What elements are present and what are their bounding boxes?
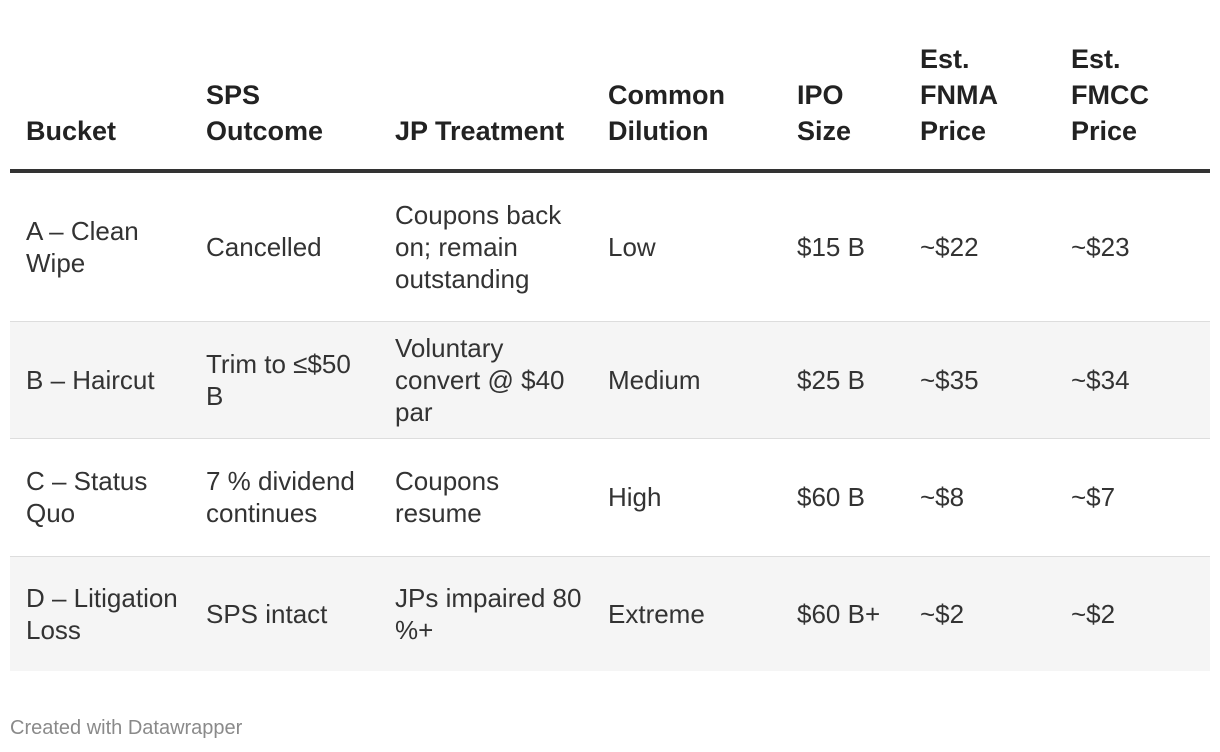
cell-common-dilution: Extreme — [592, 556, 781, 671]
cell-est-fmcc-price: ~$2 — [1055, 556, 1210, 671]
header-est-fnma-price[interactable]: Est. FNMA Price — [904, 0, 1055, 173]
table-header: Bucket SPS Outcome JP Treatment Common D… — [10, 0, 1210, 173]
table-body: A – Clean Wipe Cancelled Coupons back on… — [10, 171, 1210, 671]
cell-sps-outcome: Cancelled — [190, 171, 379, 322]
table-row: C – Status Quo 7 % dividend continues Co… — [10, 438, 1210, 557]
cell-common-dilution: Low — [592, 171, 781, 322]
cell-jp-treatment: Coupons back on; remain outstanding — [379, 171, 592, 322]
table-row: B – Haircut Trim to ≤$50 B Voluntary con… — [10, 321, 1210, 439]
header-row: Bucket SPS Outcome JP Treatment Common D… — [10, 0, 1210, 173]
cell-ipo-size: $15 B — [781, 171, 904, 322]
cell-bucket: D – Litigation Loss — [10, 556, 190, 671]
cell-est-fnma-price: ~$8 — [904, 438, 1055, 557]
cell-sps-outcome: 7 % dividend continues — [190, 438, 379, 557]
cell-sps-outcome: SPS intact — [190, 556, 379, 671]
scenario-table: Bucket SPS Outcome JP Treatment Common D… — [10, 0, 1210, 671]
header-est-fmcc-price[interactable]: Est. FMCC Price — [1055, 0, 1210, 173]
header-jp-treatment[interactable]: JP Treatment — [379, 0, 592, 173]
cell-est-fmcc-price: ~$34 — [1055, 321, 1210, 439]
cell-est-fnma-price: ~$22 — [904, 171, 1055, 322]
cell-est-fnma-price: ~$2 — [904, 556, 1055, 671]
cell-bucket: C – Status Quo — [10, 438, 190, 557]
header-sps-outcome[interactable]: SPS Outcome — [190, 0, 379, 173]
table-row: A – Clean Wipe Cancelled Coupons back on… — [10, 171, 1210, 322]
header-common-dilution[interactable]: Common Dilution — [592, 0, 781, 173]
header-bucket[interactable]: Bucket — [10, 0, 190, 173]
header-ipo-size[interactable]: IPO Size — [781, 0, 904, 173]
cell-jp-treatment: Voluntary convert @ $40 par — [379, 321, 592, 439]
table-row: D – Litigation Loss SPS intact JPs impai… — [10, 556, 1210, 671]
datawrapper-credit[interactable]: Created with Datawrapper — [10, 717, 243, 739]
cell-sps-outcome: Trim to ≤$50 B — [190, 321, 379, 439]
cell-common-dilution: Medium — [592, 321, 781, 439]
cell-ipo-size: $60 B — [781, 438, 904, 557]
scenario-table-container: Bucket SPS Outcome JP Treatment Common D… — [10, 0, 1210, 671]
cell-jp-treatment: JPs impaired 80 %+ — [379, 556, 592, 671]
cell-est-fmcc-price: ~$23 — [1055, 171, 1210, 322]
cell-common-dilution: High — [592, 438, 781, 557]
cell-bucket: A – Clean Wipe — [10, 171, 190, 322]
cell-ipo-size: $25 B — [781, 321, 904, 439]
cell-jp-treatment: Coupons resume — [379, 438, 592, 557]
cell-bucket: B – Haircut — [10, 321, 190, 439]
cell-est-fmcc-price: ~$7 — [1055, 438, 1210, 557]
cell-ipo-size: $60 B+ — [781, 556, 904, 671]
cell-est-fnma-price: ~$35 — [904, 321, 1055, 439]
